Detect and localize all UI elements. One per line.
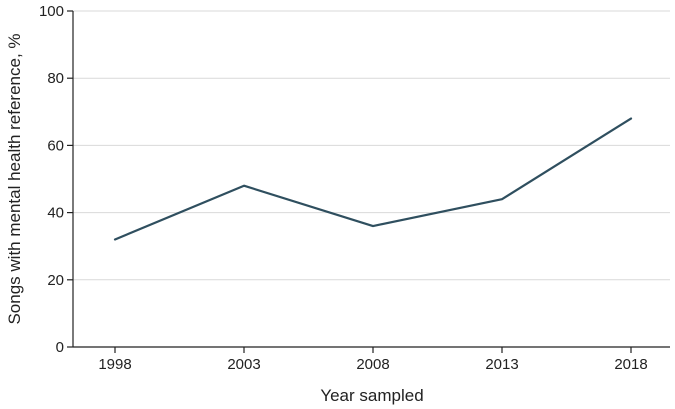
y-tick-label: 0: [56, 339, 64, 356]
axes: [72, 11, 670, 348]
y-tick-label: 40: [47, 205, 64, 222]
grid-lines: [73, 10, 670, 281]
x-ticks: 1998 2003 2008 2013 2018: [98, 347, 648, 373]
x-tick-label: 2008: [356, 356, 389, 373]
x-tick-label: 2003: [227, 356, 260, 373]
y-ticks: 0 20 40 60 80 100: [39, 3, 73, 356]
x-tick-label: 2018: [614, 356, 647, 373]
x-tick-label: 1998: [98, 356, 131, 373]
x-axis-title: Year sampled: [320, 386, 423, 405]
series-group: [113, 117, 633, 241]
x-tick-label: 2013: [485, 356, 518, 373]
y-axis-title: Songs with mental health reference, %: [5, 33, 24, 324]
y-tick-label: 80: [47, 70, 64, 87]
y-tick-label: 100: [39, 3, 64, 20]
series-line: [113, 117, 633, 241]
y-tick-label: 20: [47, 272, 64, 289]
y-tick-label: 60: [47, 137, 64, 154]
